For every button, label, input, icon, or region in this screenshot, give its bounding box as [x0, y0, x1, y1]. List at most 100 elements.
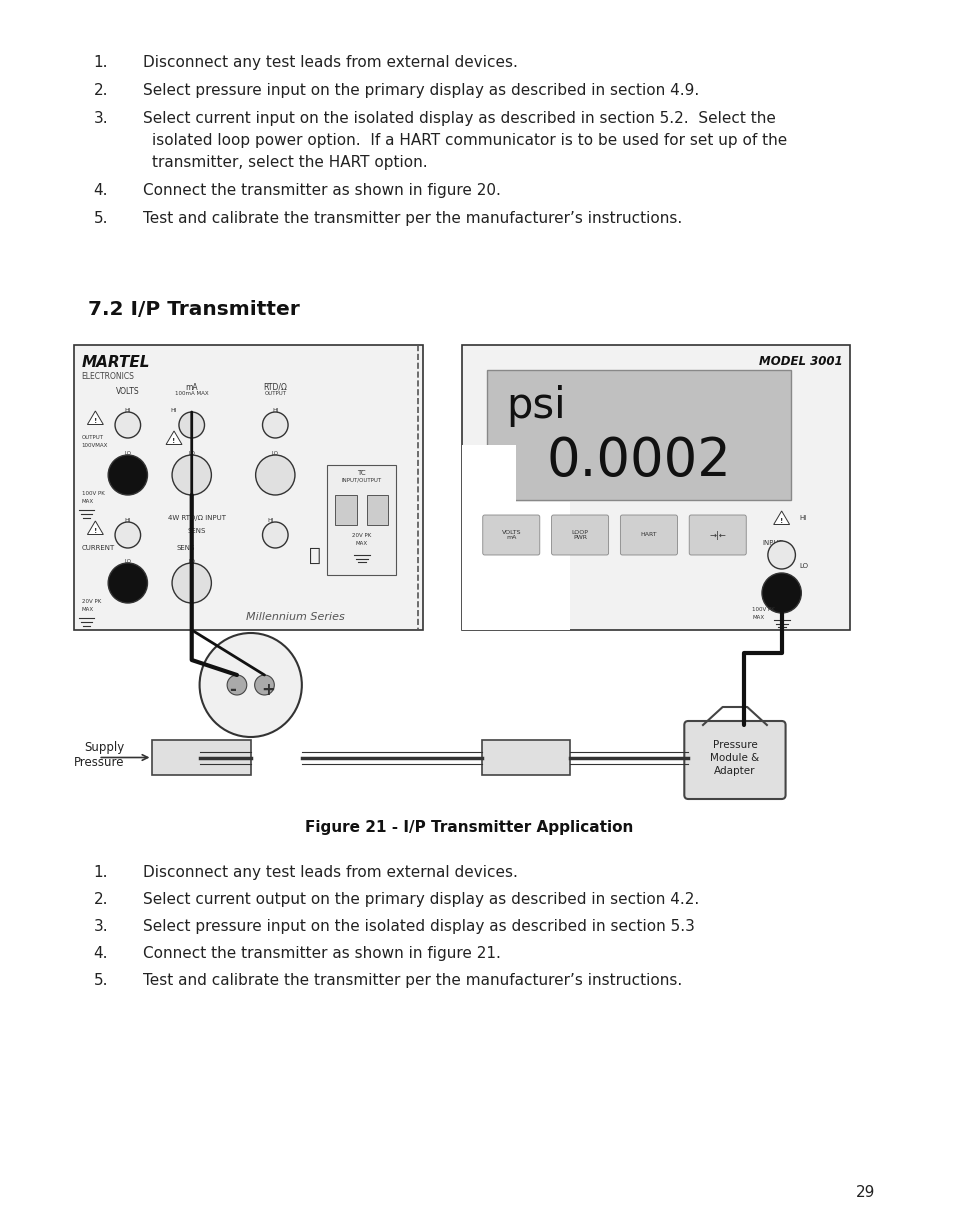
Polygon shape: [166, 431, 182, 444]
FancyBboxPatch shape: [551, 515, 608, 555]
Text: !: !: [172, 438, 175, 444]
Text: 29: 29: [855, 1185, 874, 1200]
Text: Select pressure input on the isolated display as described in section 5.3: Select pressure input on the isolated di…: [142, 919, 694, 934]
Text: !: !: [93, 528, 97, 534]
Bar: [461, 345, 849, 629]
Text: HI: HI: [125, 409, 131, 413]
Text: VOLTS: VOLTS: [116, 387, 139, 396]
Text: MAX: MAX: [82, 499, 93, 504]
Text: OUTPUT: OUTPUT: [264, 391, 286, 396]
Text: 2.: 2.: [93, 83, 108, 98]
Circle shape: [108, 455, 148, 494]
Text: LOOP
PWR: LOOP PWR: [571, 530, 588, 540]
Circle shape: [262, 412, 288, 438]
Circle shape: [172, 563, 212, 602]
Text: ⏚: ⏚: [309, 546, 320, 564]
Text: -: -: [230, 681, 236, 699]
Text: Disconnect any test leads from external devices.: Disconnect any test leads from external …: [142, 55, 517, 70]
Text: HI: HI: [125, 518, 131, 523]
Text: ELECTRONICS: ELECTRONICS: [82, 372, 134, 382]
Text: 100mA MAX: 100mA MAX: [174, 391, 209, 396]
Text: 20V PK: 20V PK: [82, 599, 101, 604]
Text: 5.: 5.: [93, 973, 108, 988]
Circle shape: [767, 541, 795, 569]
Text: Test and calibrate the transmitter per the manufacturer’s instructions.: Test and calibrate the transmitter per t…: [142, 211, 681, 226]
Text: 100VMAX: 100VMAX: [82, 443, 108, 448]
FancyBboxPatch shape: [688, 515, 745, 555]
Text: MAX: MAX: [355, 541, 368, 546]
Circle shape: [761, 573, 801, 614]
Text: Figure 21 - I/P Transmitter Application: Figure 21 - I/P Transmitter Application: [304, 820, 633, 836]
Circle shape: [255, 455, 294, 494]
Text: !: !: [93, 418, 97, 423]
Circle shape: [227, 675, 247, 694]
FancyBboxPatch shape: [683, 721, 784, 799]
Text: Select pressure input on the primary display as described in section 4.9.: Select pressure input on the primary dis…: [142, 83, 699, 98]
Text: MAX: MAX: [751, 615, 763, 620]
Circle shape: [262, 521, 288, 548]
Text: Connect the transmitter as shown in figure 20.: Connect the transmitter as shown in figu…: [142, 183, 500, 198]
Text: OUTPUT: OUTPUT: [82, 436, 104, 440]
Text: MAX: MAX: [82, 607, 93, 612]
Bar: [73, 345, 422, 629]
Text: CURRENT: CURRENT: [82, 545, 114, 551]
Text: SENS: SENS: [177, 545, 195, 551]
Circle shape: [199, 633, 301, 737]
Text: 0.0002: 0.0002: [546, 436, 731, 487]
Text: 7.2 I/P Transmitter: 7.2 I/P Transmitter: [89, 299, 300, 319]
Bar: [327, 465, 395, 575]
Text: 4W RTD/Ω INPUT: 4W RTD/Ω INPUT: [168, 515, 226, 521]
Text: INPUT/OUTPUT: INPUT/OUTPUT: [341, 479, 381, 483]
Text: Supply
Pressure: Supply Pressure: [73, 741, 124, 769]
Text: 1.: 1.: [93, 55, 108, 70]
Text: LO: LO: [272, 452, 278, 456]
Text: LO: LO: [799, 563, 807, 569]
Circle shape: [179, 412, 204, 438]
Text: HI: HI: [272, 409, 278, 413]
Text: Test and calibrate the transmitter per the manufacturer’s instructions.: Test and calibrate the transmitter per t…: [142, 973, 681, 988]
Circle shape: [254, 675, 274, 694]
Text: 3.: 3.: [93, 919, 108, 934]
Bar: [481, 740, 570, 775]
Text: LO: LO: [124, 452, 132, 456]
Text: HI: HI: [267, 518, 274, 523]
Circle shape: [115, 412, 140, 438]
Bar: [335, 494, 356, 525]
Text: VOLTS
mA: VOLTS mA: [501, 530, 520, 540]
Bar: [366, 494, 388, 525]
Text: →|←: →|←: [709, 530, 725, 540]
Bar: [486, 371, 791, 499]
Text: 100V PK: 100V PK: [751, 607, 774, 612]
Text: isolated loop power option.  If a HART communicator is to be used for set up of : isolated loop power option. If a HART co…: [152, 133, 787, 148]
Circle shape: [108, 563, 148, 602]
Text: !: !: [780, 518, 782, 524]
Text: HART: HART: [639, 533, 657, 537]
Text: INPUT: INPUT: [761, 540, 781, 546]
Text: 2.: 2.: [93, 892, 108, 907]
Text: RTD/Ω: RTD/Ω: [263, 383, 287, 391]
Text: Select current input on the isolated display as described in section 5.2.  Selec: Select current input on the isolated dis…: [142, 110, 775, 126]
Polygon shape: [461, 444, 570, 629]
Text: 4.: 4.: [93, 946, 108, 961]
Text: +: +: [261, 681, 275, 699]
Text: transmitter, select the HART option.: transmitter, select the HART option.: [152, 155, 428, 171]
Text: MARTEL: MARTEL: [82, 355, 150, 371]
Text: mA: mA: [185, 383, 198, 391]
Text: 100V PK: 100V PK: [82, 491, 104, 496]
Text: LO: LO: [188, 560, 195, 564]
Text: 1.: 1.: [93, 865, 108, 880]
Circle shape: [172, 455, 212, 494]
Text: HI: HI: [171, 409, 177, 413]
Bar: [152, 740, 251, 775]
Text: 5.: 5.: [93, 211, 108, 226]
Text: Select current output on the primary display as described in section 4.2.: Select current output on the primary dis…: [142, 892, 699, 907]
FancyBboxPatch shape: [482, 515, 539, 555]
Text: 3.: 3.: [93, 110, 108, 126]
Text: Millennium Series: Millennium Series: [246, 612, 344, 622]
Polygon shape: [88, 411, 103, 425]
Text: HI: HI: [799, 515, 805, 521]
Text: SENS: SENS: [187, 528, 206, 534]
Text: LO: LO: [124, 560, 132, 564]
Text: 20V PK: 20V PK: [352, 533, 371, 537]
FancyBboxPatch shape: [619, 515, 677, 555]
